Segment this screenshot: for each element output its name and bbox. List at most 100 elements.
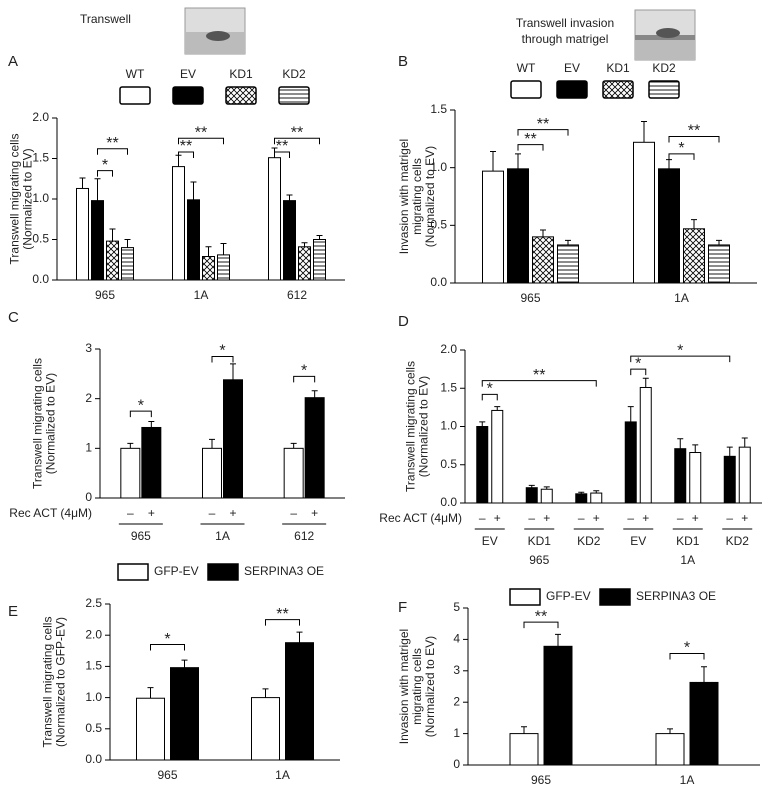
x-row-label: Rec ACT (4μM) <box>379 511 462 525</box>
legend-label: SERPINA3 OE <box>636 589 716 603</box>
significance-label: ** <box>276 138 288 155</box>
bar <box>136 697 165 761</box>
y-tick-label: 1.5 <box>430 102 447 116</box>
x-series-label: + <box>741 511 748 525</box>
legend-label: GFP-EV <box>154 564 199 578</box>
error-bar <box>205 246 212 257</box>
y-tick-label: 2.0 <box>85 627 102 641</box>
y-tick-label: 0.0 <box>32 272 49 286</box>
y-tick-label: 0.0 <box>85 752 102 766</box>
x-series-label: + <box>642 511 649 525</box>
significance-bracket <box>211 355 234 363</box>
y-axis-label: (Normalized to EV) <box>417 376 431 477</box>
significance-label: * <box>102 157 108 174</box>
bar <box>557 244 579 284</box>
error-bar <box>286 194 293 201</box>
y-axis-label: (Normalized to EV) <box>423 146 437 247</box>
legend-swatch <box>602 80 634 99</box>
x-tick-label: 1A <box>194 288 209 302</box>
significance-label: * <box>138 397 144 414</box>
y-tick-label: 1.0 <box>85 690 102 704</box>
panel-letter: C <box>8 309 19 326</box>
bar <box>540 488 553 504</box>
legend-swatch <box>509 588 541 606</box>
legend-swatch <box>225 86 257 105</box>
error-bar <box>316 234 323 240</box>
x-tick-label: KD1 <box>676 534 700 548</box>
y-axis-label: Invasion with matrigel <box>397 139 411 254</box>
significance-label: * <box>684 640 690 657</box>
error-bar <box>181 659 188 668</box>
error-bar <box>515 153 521 169</box>
y-tick-label: 2.5 <box>85 596 102 610</box>
error-bar <box>148 421 155 428</box>
legend-swatch <box>172 86 204 105</box>
significance-label: ** <box>535 608 547 625</box>
x-series-label: + <box>311 506 318 520</box>
legend-label: WT <box>126 67 145 81</box>
significance-bracket <box>178 137 224 145</box>
bar <box>532 236 554 284</box>
error-bar <box>124 239 131 248</box>
legend-swatch <box>117 563 149 581</box>
x-tick-label: EV <box>482 534 498 548</box>
legend-label: KD2 <box>652 61 676 75</box>
error-bar <box>127 442 134 449</box>
x-tick-label: 1A <box>275 768 290 782</box>
y-tick-label: 2.0 <box>440 342 457 356</box>
x-series-label: – <box>127 506 134 520</box>
significance-bracket <box>265 619 300 626</box>
x-tick-label: KD2 <box>577 534 601 548</box>
y-axis-label: (Normalized to EV) <box>423 636 437 737</box>
bar <box>639 386 652 504</box>
y-axis-label: Invasion with matrigel <box>397 629 411 744</box>
x-series-label: + <box>148 506 155 520</box>
x-tick-label: 965 <box>531 773 551 787</box>
bar <box>283 200 296 281</box>
significance-bracket <box>630 355 731 363</box>
significance-label: ** <box>276 606 288 623</box>
y-axis-label: migrating cells <box>410 158 424 235</box>
error-bar <box>494 406 501 411</box>
panel-title: Transwell <box>80 12 131 26</box>
bar <box>482 170 504 284</box>
x-tick-label: 1A <box>215 529 230 543</box>
y-tick-label: 0.0 <box>440 495 457 509</box>
bar <box>708 244 730 284</box>
x-tick-label: 965 <box>520 291 540 305</box>
bar <box>590 492 603 504</box>
panel-title: through matrigel <box>522 32 609 46</box>
y-tick-label: 1.5 <box>85 659 102 673</box>
legend-swatch <box>556 80 588 99</box>
legend-swatch <box>207 563 239 581</box>
y-axis-label: Transwell migrating cells <box>31 358 45 489</box>
y-tick-label: 0.5 <box>440 457 457 471</box>
y-axis-label: (Normalized to EV) <box>44 373 58 474</box>
x-series-label: + <box>229 506 236 520</box>
y-tick-label: 4 <box>453 632 460 646</box>
error-bar <box>716 239 722 245</box>
panel-letter: F <box>398 599 407 616</box>
x-series-label: – <box>627 511 634 525</box>
significance-bracket <box>97 170 113 177</box>
panel-letter: D <box>398 313 409 330</box>
error-bar <box>642 377 649 388</box>
bar <box>509 733 539 766</box>
bar <box>655 733 685 766</box>
error-bar <box>521 726 527 734</box>
significance-label: * <box>219 343 225 360</box>
x-tick-label: 965 <box>157 768 177 782</box>
error-bar <box>94 178 101 201</box>
x-tick-label: 612 <box>294 529 314 543</box>
significance-label: ** <box>291 124 303 141</box>
error-bar <box>677 438 684 449</box>
significance-bracket <box>523 621 559 629</box>
significance-label: ** <box>106 135 118 152</box>
error-bar <box>667 728 673 734</box>
y-axis-label: Transwell migrating cells <box>41 617 55 748</box>
y-tick-label: 1.0 <box>430 160 447 174</box>
y-tick-label: 2 <box>85 391 92 405</box>
x-tick-label: 612 <box>287 288 307 302</box>
error-bar <box>543 486 550 490</box>
